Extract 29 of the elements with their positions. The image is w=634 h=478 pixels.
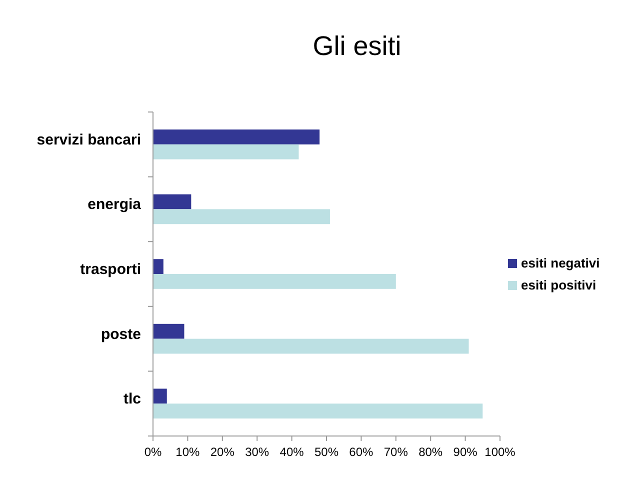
x-tick-label: 20% — [210, 445, 235, 459]
x-tick-label: 60% — [349, 445, 374, 459]
x-tick-label: 10% — [176, 445, 200, 459]
y-tick-label: energia — [88, 196, 142, 214]
x-tick-label: 100% — [484, 445, 516, 459]
bar — [153, 209, 330, 224]
x-tick-label: 70% — [384, 445, 408, 459]
y-tick-label: servizi bancari — [36, 131, 141, 148]
x-tick-label: 90% — [453, 445, 478, 459]
bar — [153, 259, 164, 274]
legend-label: esiti negativi — [521, 255, 600, 270]
bar — [153, 194, 192, 210]
legend-label: esiti positivi — [521, 277, 596, 292]
bar — [153, 388, 167, 404]
y-tick-label: poste — [100, 326, 141, 343]
x-tick-label: 40% — [280, 445, 304, 459]
y-tick-label: tlc — [123, 390, 141, 408]
bar — [153, 274, 396, 289]
bar — [153, 338, 469, 354]
bar — [153, 144, 299, 160]
bar — [153, 404, 483, 419]
x-tick-label: 0% — [144, 445, 162, 459]
bar — [153, 324, 184, 339]
x-tick-label: 30% — [245, 445, 270, 459]
y-tick-label: trasporti — [80, 260, 141, 278]
chart-title: Gli esiti — [312, 31, 402, 61]
x-tick-label: 50% — [314, 445, 339, 459]
bar — [153, 129, 320, 144]
x-tick-label: 80% — [418, 445, 443, 459]
